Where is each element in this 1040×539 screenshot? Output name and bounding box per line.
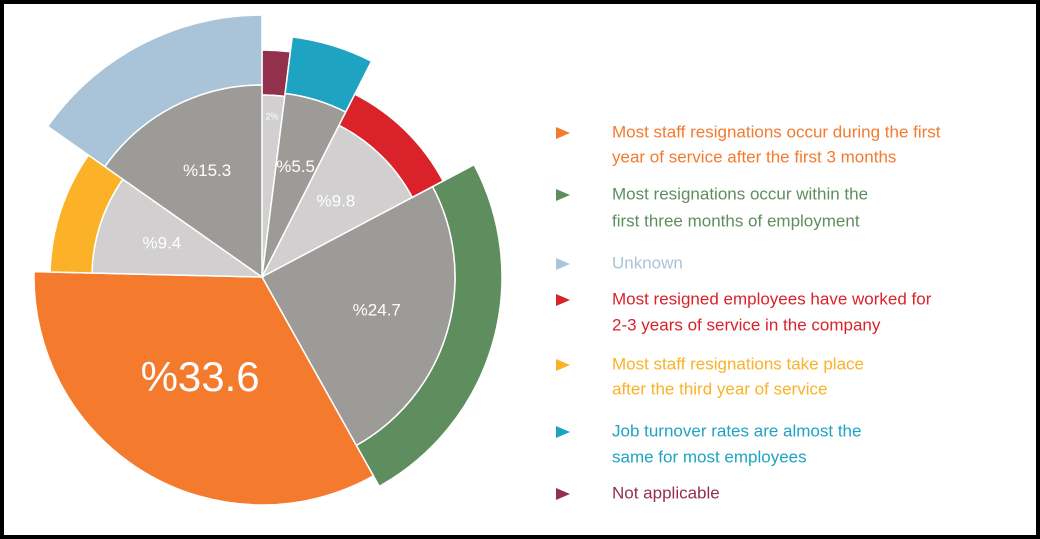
slice — [103, 84, 263, 279]
legend-label: Most staff resignations occur during the… — [612, 122, 941, 141]
slice — [260, 124, 414, 279]
legend-marker — [556, 426, 570, 438]
legend-marker — [556, 189, 570, 201]
legend-label: Not applicable — [612, 483, 720, 502]
legend-marker — [556, 294, 570, 306]
slice — [260, 185, 456, 447]
legend-label: first three months of employment — [612, 211, 860, 230]
legend: Most staff resignations occur during the… — [556, 122, 941, 502]
legend-marker — [556, 127, 570, 139]
slice — [33, 270, 375, 506]
slice-label: %5.5 — [276, 157, 315, 176]
legend-marker — [556, 258, 570, 270]
legend-label: Job turnover rates are almost the — [612, 421, 861, 440]
slice-label: %15.3 — [183, 161, 231, 180]
legend-label: year of service after the first 3 months — [612, 147, 896, 166]
legend-label: Most resignations occur within the — [612, 184, 868, 203]
slice-label: %33.6 — [141, 353, 260, 400]
legend-label: Most staff resignations take place — [612, 354, 864, 373]
legend-label: same for most employees — [612, 447, 807, 466]
legend-label: Most resigned employees have worked for — [612, 289, 932, 308]
legend-label: after the third year of service — [612, 379, 827, 398]
slice-label: %24.7 — [353, 300, 401, 319]
legend-marker — [556, 488, 570, 500]
legend-label: Unknown — [612, 253, 683, 272]
slice — [91, 178, 265, 278]
slice-label: %9.8 — [317, 191, 356, 210]
slice-label: %9.4 — [143, 234, 182, 253]
pie: 2% %5.5%9.8 %24.7 %33.6 %9.4 %15.3 — [33, 14, 503, 506]
legend-marker — [556, 359, 570, 371]
slice-label: 2% — [266, 112, 279, 122]
legend-label: 2-3 years of service in the company — [612, 315, 881, 334]
